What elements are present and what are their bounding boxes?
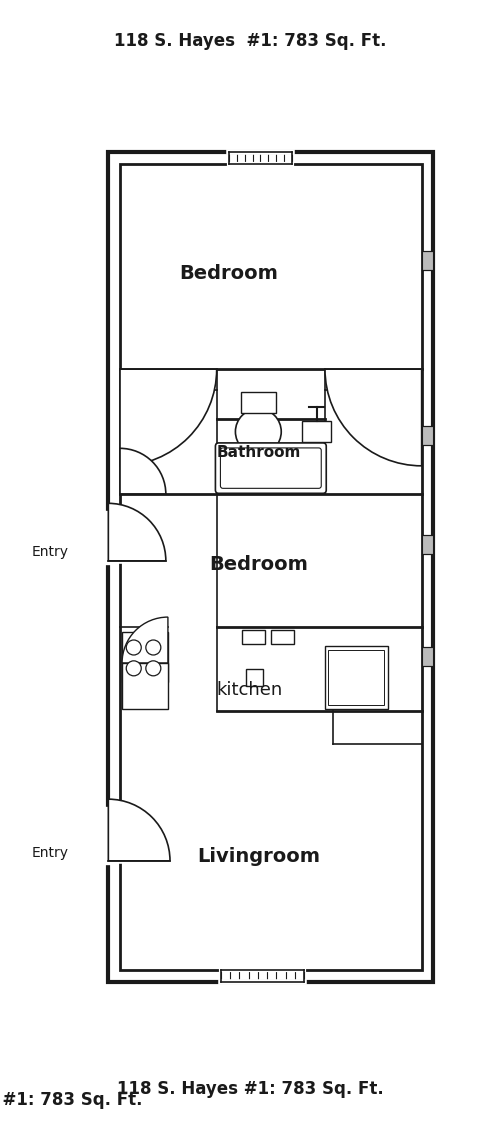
Wedge shape (122, 617, 168, 663)
Bar (422, 252, 434, 270)
Bar (242, 629, 264, 644)
Wedge shape (108, 503, 166, 560)
Wedge shape (325, 370, 422, 466)
Bar (122, 663, 168, 709)
Bar (108, 153, 434, 982)
Circle shape (126, 640, 142, 655)
Text: Bathroom: Bathroom (216, 445, 300, 460)
Circle shape (236, 409, 281, 454)
FancyBboxPatch shape (220, 447, 321, 488)
Text: Livingroom: Livingroom (197, 848, 320, 867)
Text: Bedroom: Bedroom (209, 556, 308, 574)
Circle shape (126, 661, 142, 676)
Bar (120, 164, 422, 970)
Circle shape (146, 661, 161, 676)
Wedge shape (120, 449, 166, 494)
Bar (302, 421, 331, 442)
Bar (120, 164, 422, 970)
Wedge shape (108, 799, 170, 861)
Circle shape (146, 640, 161, 655)
Bar (328, 650, 384, 705)
Bar (241, 392, 276, 412)
Bar (122, 632, 168, 681)
Text: 118 S. Hayes  #1: 783 Sq. Ft.: 118 S. Hayes #1: 783 Sq. Ft. (114, 32, 386, 50)
Text: kitchen: kitchen (217, 681, 283, 699)
Text: Entry: Entry (32, 845, 68, 860)
Bar (422, 647, 434, 666)
Wedge shape (120, 370, 216, 466)
Bar (271, 629, 294, 644)
Bar (325, 646, 388, 709)
Bar (422, 534, 434, 554)
Bar (246, 669, 262, 686)
Text: Entry: Entry (32, 546, 68, 559)
Text: 118 S. Hayes #1: 783 Sq. Ft.: 118 S. Hayes #1: 783 Sq. Ft. (116, 1080, 384, 1098)
Text: 118 S. Hayes  #1: 783 Sq. Ft.: 118 S. Hayes #1: 783 Sq. Ft. (0, 1090, 142, 1109)
FancyBboxPatch shape (216, 443, 326, 494)
Text: Bedroom: Bedroom (180, 263, 278, 282)
Bar (422, 426, 434, 445)
